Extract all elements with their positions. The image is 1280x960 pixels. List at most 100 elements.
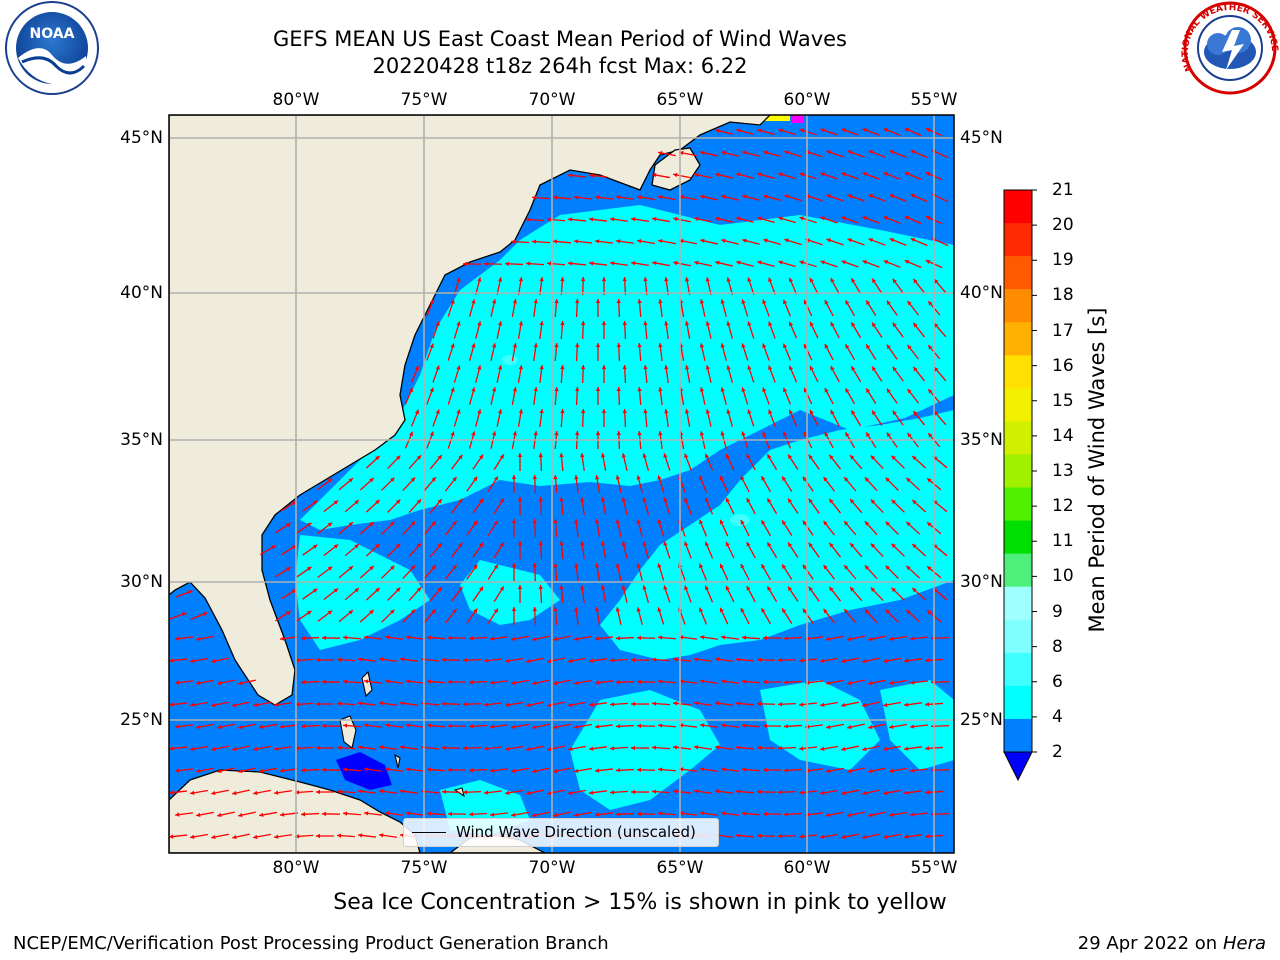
wind-wave-arrow [365, 587, 381, 601]
wind-wave-arrow [468, 768, 488, 773]
wind-wave-arrow [862, 745, 880, 752]
wind-wave-arrow [493, 586, 505, 602]
wind-wave-arrow [756, 657, 776, 663]
wind-wave-arrow [725, 497, 735, 515]
colorbar-segment [1004, 322, 1032, 356]
wind-wave-arrow [217, 723, 235, 730]
wind-wave-arrow [402, 520, 416, 536]
wind-wave-arrow [538, 496, 543, 516]
colorbar-segment [1004, 586, 1032, 621]
wind-wave-arrow [704, 585, 714, 603]
wind-wave-arrow [559, 452, 564, 472]
wind-wave-arrow [217, 679, 235, 686]
wind-wave-arrow [657, 811, 677, 816]
wind-wave-arrow [830, 409, 840, 427]
wind-wave-arrow [531, 195, 551, 200]
wind-wave-arrow [783, 680, 803, 685]
wind-wave-arrow [568, 745, 586, 752]
wind-wave-arrow [429, 542, 443, 558]
wind-wave-arrow [405, 811, 425, 816]
wind-wave-arrow [762, 723, 782, 729]
wind-wave-arrow [906, 300, 920, 316]
wind-wave-arrow [594, 812, 614, 817]
wind-wave-arrow [547, 789, 565, 796]
colorbar-tick-label: 4 [1052, 706, 1063, 727]
wind-wave-arrow [344, 543, 360, 557]
wind-wave-arrow [525, 217, 545, 222]
wave-period-6-8s-field [502, 355, 750, 526]
wind-wave-arrow [429, 498, 443, 514]
wind-wave-arrow [735, 701, 755, 706]
wind-wave-arrow [539, 408, 544, 428]
wind-wave-arrow [487, 564, 499, 580]
wind-wave-arrow [609, 658, 629, 663]
wind-wave-arrow [782, 387, 792, 405]
wind-wave-arrow [384, 723, 404, 728]
wind-wave-arrow [905, 565, 921, 579]
wind-wave-arrow [799, 260, 817, 268]
wind-wave-arrow [616, 386, 621, 406]
colorbar-tick-label: 12 [1052, 496, 1074, 517]
wind-wave-arrow [338, 565, 354, 579]
wind-wave-arrow [841, 260, 859, 268]
wind-wave-arrow [444, 564, 458, 580]
wind-wave-arrow [862, 172, 880, 180]
wind-wave-arrow [553, 635, 571, 642]
colorbar-segment [1004, 355, 1032, 389]
wind-wave-arrow [505, 745, 523, 751]
wind-wave-arrow [905, 609, 921, 623]
wind-wave-arrow [493, 454, 505, 470]
wind-wave-arrow [378, 789, 398, 794]
wind-wave-arrow [408, 542, 422, 558]
wind-wave-arrow [693, 657, 713, 662]
wind-wave-arrow [808, 498, 820, 514]
wind-wave-arrow [321, 811, 341, 817]
wind-wave-arrow [868, 679, 886, 686]
wind-wave-arrow [826, 679, 844, 686]
colorbar-tick-label: 16 [1052, 355, 1074, 376]
wind-wave-arrow [766, 585, 778, 603]
wind-wave-arrow [444, 476, 458, 492]
wind-wave-arrow [699, 299, 706, 317]
wind-wave-arrow [426, 767, 446, 772]
wind-wave-arrow [742, 150, 760, 157]
wind-wave-direction-arrows [169, 127, 950, 840]
wind-wave-arrow [693, 701, 713, 706]
wind-wave-arrow [698, 563, 708, 581]
wind-wave-arrow [496, 365, 503, 383]
colorbar-tick-label: 21 [1052, 180, 1074, 200]
wind-wave-arrow [453, 409, 461, 427]
wind-wave-arrow [468, 724, 488, 729]
wind-wave-arrow [768, 365, 776, 383]
wind-wave-arrow [631, 261, 649, 267]
wind-wave-arrow [637, 298, 642, 318]
wind-wave-arrow [891, 499, 905, 513]
wind-wave-arrow [781, 564, 793, 580]
wind-wave-arrow [910, 149, 928, 159]
wind-wave-arrow [426, 723, 446, 728]
colorbar-tick-label: 18 [1052, 285, 1074, 306]
wind-wave-arrow [698, 475, 708, 493]
wind-wave-arrow [802, 520, 814, 536]
wind-wave-arrow [296, 566, 312, 578]
wind-wave-arrow [664, 408, 669, 428]
wind-wave-arrow [190, 745, 208, 751]
wind-wave-arrow [741, 811, 761, 816]
wind-wave-arrow [432, 321, 440, 339]
wind-wave-arrow [904, 215, 922, 225]
wind-wave-arrow [526, 745, 544, 752]
wind-wave-arrow [489, 636, 509, 641]
wind-wave-arrow [910, 193, 928, 203]
wind-wave-arrow [715, 260, 733, 267]
colorbar-tick-label: 15 [1052, 390, 1074, 411]
wind-wave-arrow [698, 607, 708, 625]
wind-wave-arrow [363, 679, 383, 684]
wind-wave-arrow [580, 452, 585, 472]
wind-wave-arrow [211, 833, 229, 840]
wind-wave-arrow [573, 195, 593, 200]
wind-wave-arrow [447, 767, 467, 773]
wind-wave-arrow [823, 564, 835, 580]
wind-wave-arrow [746, 453, 756, 471]
wind-wave-arrow [594, 475, 601, 493]
wind-wave-arrow [889, 767, 907, 774]
